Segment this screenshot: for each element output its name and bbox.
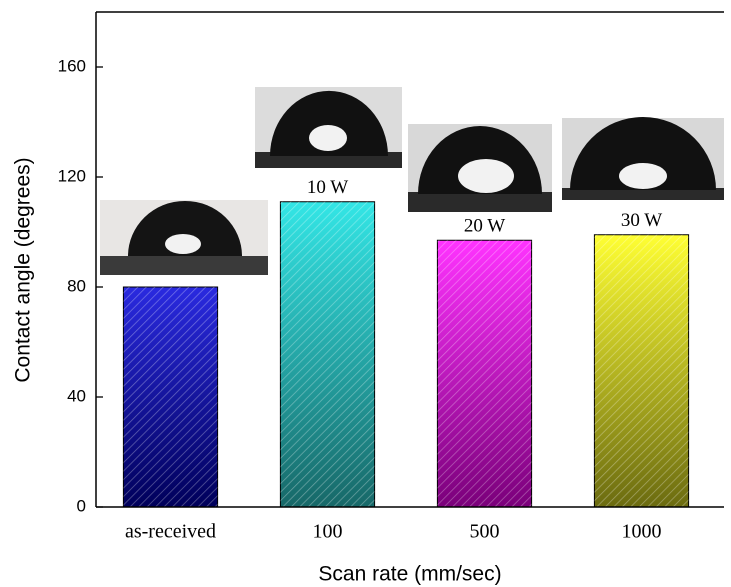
x-tick-label: as-received xyxy=(125,521,216,543)
bar-hatch xyxy=(280,202,374,507)
bar-hatch xyxy=(594,235,688,507)
bar-annotation: 30 W xyxy=(621,210,662,231)
droplet-photo xyxy=(408,124,552,212)
x-tick-label: 100 xyxy=(313,521,343,543)
y-tick-label: 0 xyxy=(77,496,86,515)
y-axis-title: Contact angle (degrees) xyxy=(12,157,35,382)
droplet-photo xyxy=(562,117,724,200)
x-tick-label: 500 xyxy=(470,521,500,543)
x-axis-title: Scan rate (mm/sec) xyxy=(318,563,501,586)
chart: Contact angle (degrees) Scan rate (mm/se… xyxy=(0,0,731,587)
y-tick-label: 160 xyxy=(58,56,86,75)
bar-hatch xyxy=(123,287,217,507)
x-tick-label: 1000 xyxy=(622,521,662,543)
droplet-photo xyxy=(100,200,268,275)
y-tick-label: 80 xyxy=(67,276,86,295)
bar-annotation: 10 W xyxy=(307,177,348,198)
droplet-photo xyxy=(255,87,402,168)
y-tick-label: 120 xyxy=(58,166,86,185)
y-tick-label: 40 xyxy=(67,386,86,405)
bar-annotation: 20 W xyxy=(464,216,505,237)
bar-hatch xyxy=(437,240,531,507)
